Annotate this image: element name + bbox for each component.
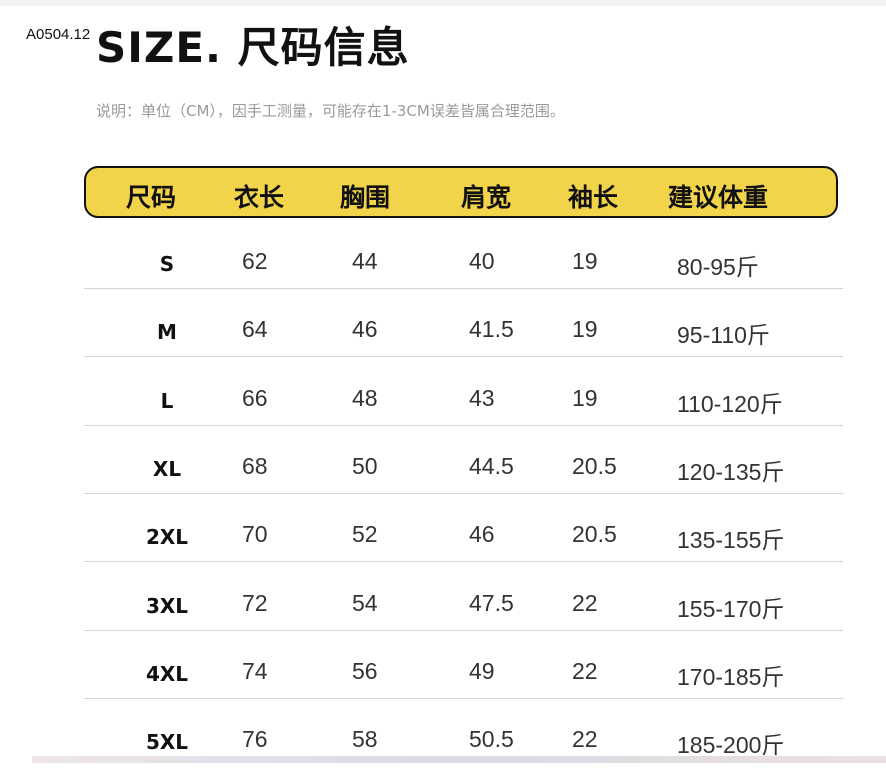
table-header: 尺码 衣长 胸围 肩宽 袖长 建议体重	[84, 166, 838, 218]
table-cell: 76	[242, 726, 268, 753]
table-cell: 22	[572, 657, 598, 684]
size-label: M	[157, 320, 177, 345]
table-row: XL 68 50 44.5 20.5 120-135斤	[84, 433, 843, 501]
table-cell: 40	[469, 248, 495, 274]
size-label: L	[160, 388, 174, 413]
table-cell: 20.5	[572, 452, 617, 479]
table-cell: 50	[352, 452, 378, 479]
header-cell: 衣长	[234, 183, 285, 212]
table-cell: 80-95斤	[677, 254, 759, 280]
header-cell: 胸围	[340, 183, 391, 212]
table-cell: 20.5	[572, 521, 617, 548]
table-cell: 48	[352, 384, 378, 411]
table-cell: 72	[242, 589, 268, 616]
product-code: A0504.12	[26, 26, 91, 43]
table-cell: 44	[352, 248, 378, 274]
table-cell: 64	[242, 316, 268, 343]
table-cell: 170-185斤	[677, 663, 785, 690]
header-cell: 肩宽	[461, 183, 512, 212]
table-cell: 185-200斤	[677, 732, 785, 759]
row-divider	[84, 629, 843, 631]
table-cell: 46	[352, 316, 378, 343]
table-cell: 58	[352, 726, 378, 753]
table-row: L 66 48 43 19 110-120斤	[84, 365, 843, 433]
top-strip	[0, 0, 886, 6]
table-cell: 54	[352, 589, 378, 616]
table-cell: 74	[242, 657, 268, 684]
table-cell: 70	[242, 521, 268, 548]
table-row: S 62 44 40 19 80-95斤	[84, 228, 843, 296]
header-cell: 袖长	[568, 183, 619, 212]
table-cell: 56	[352, 657, 378, 684]
header-cell: 尺码	[126, 183, 177, 212]
size-label: 3XL	[145, 593, 189, 618]
page-title: SIZE. 尺码信息	[96, 23, 410, 72]
table-cell: 52	[352, 521, 378, 548]
table-cell: 120-135斤	[677, 458, 785, 485]
row-divider	[84, 697, 843, 699]
table-cell: 68	[242, 452, 268, 479]
size-label: XL	[152, 456, 182, 481]
row-divider	[84, 561, 843, 563]
table-cell: 62	[242, 248, 268, 274]
size-label: 2XL	[145, 525, 189, 550]
table-cell: 19	[572, 384, 598, 411]
table-cell: 46	[469, 521, 495, 548]
table-cell: 66	[242, 384, 268, 411]
table-cell: 50.5	[469, 726, 514, 753]
table-cell: 155-170斤	[677, 595, 785, 622]
row-divider	[84, 492, 843, 494]
header-cell: 建议体重	[668, 183, 769, 212]
table-cell: 47.5	[469, 589, 514, 616]
table-cell: 43	[469, 384, 495, 411]
size-label: 5XL	[145, 730, 189, 755]
table-row: 2XL 70 52 46 20.5 135-155斤	[84, 501, 843, 569]
table-cell: 110-120斤	[677, 390, 783, 417]
table-row: 3XL 72 54 47.5 22 155-170斤	[84, 570, 843, 638]
table-cell: 49	[469, 657, 495, 684]
measurement-note: 说明：单位（CM），因手工测量，可能存在1-3CM误差皆属合理范围。	[96, 102, 565, 120]
table-cell: 135-155斤	[677, 527, 785, 554]
size-label: S	[159, 252, 175, 276]
table-cell: 41.5	[469, 316, 514, 343]
table-cell: 22	[572, 726, 598, 753]
table-cell: 44.5	[469, 452, 514, 479]
row-divider	[84, 424, 843, 426]
bottom-strip	[32, 756, 886, 763]
table-row: 5XL 76 58 50.5 22 185-200斤	[84, 706, 843, 774]
table-cell: 95-110斤	[677, 322, 770, 349]
row-divider	[84, 288, 843, 289]
table-cell: 19	[572, 316, 598, 343]
row-divider	[84, 356, 843, 358]
size-label: 4XL	[145, 661, 189, 686]
table-cell: 22	[572, 589, 598, 616]
table-row: 4XL 74 56 49 22 170-185斤	[84, 638, 843, 706]
table-cell: 19	[572, 248, 598, 274]
table-row: M 64 46 41.5 19 95-110斤	[84, 296, 843, 364]
